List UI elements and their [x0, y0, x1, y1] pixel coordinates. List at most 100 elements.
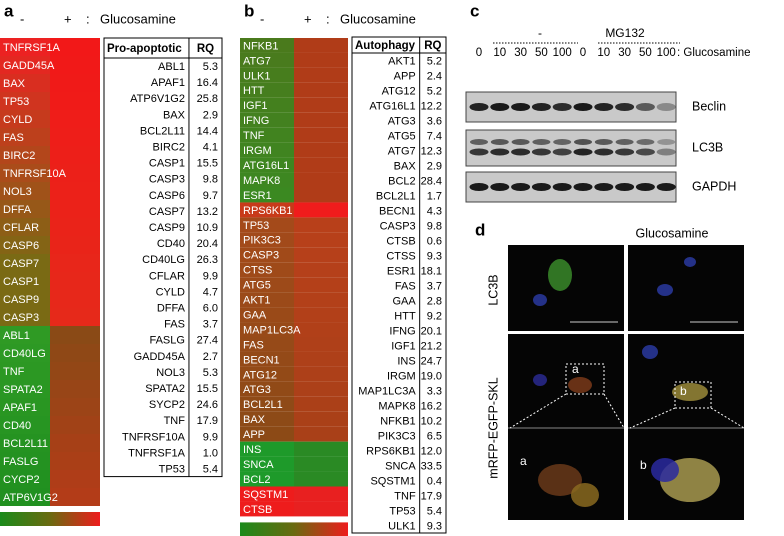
heat-gene-label: BECN1 [243, 354, 280, 366]
table-rq: 5.2 [427, 55, 442, 67]
blot-band [490, 103, 510, 111]
blot-band [635, 183, 655, 191]
table-gene: ABL1 [158, 61, 185, 73]
cell [538, 464, 582, 496]
table-gene: SPATA2 [145, 383, 185, 395]
cell [571, 483, 599, 507]
heat-cell-plus [50, 38, 100, 56]
heat-cell-minus [240, 322, 294, 337]
blot-band [511, 139, 530, 145]
heat-gene-label: CYCP2 [3, 474, 40, 486]
blot-band [490, 183, 510, 191]
table-rq: 20.1 [421, 325, 442, 337]
table-gene: ATP6V1G2 [130, 93, 185, 105]
table-rq: 0.4 [427, 475, 442, 487]
heat-cell-plus [50, 110, 100, 128]
table-rq: 20.4 [197, 238, 218, 250]
table-rq: 19.0 [421, 370, 442, 382]
table-rq: 3.7 [427, 280, 442, 292]
table-rq: 26.3 [197, 254, 218, 266]
table-rq: 0.6 [427, 235, 442, 247]
heat-gene-label: IFNG [243, 115, 269, 127]
inset-box [674, 381, 712, 409]
heat-cell-minus [0, 362, 50, 380]
heat-cell-minus [240, 277, 294, 293]
heat-gene-label: BCL2 [243, 474, 271, 486]
blot-band [531, 103, 551, 111]
table-gene: CASP7 [149, 206, 185, 218]
cell [684, 257, 696, 267]
heat-gene-label: SQSTM1 [243, 489, 288, 501]
table-gene: IGF1 [391, 340, 415, 352]
lane-label: 50 [639, 47, 652, 59]
blot-band [469, 103, 489, 111]
table-gene: CTSB [386, 235, 415, 247]
table-rq: 9.3 [427, 250, 442, 262]
table-rq: 1.7 [427, 190, 442, 202]
panel-label: c [470, 1, 479, 20]
heat-gene-label: CTSS [243, 265, 272, 277]
inset-label: a [572, 362, 579, 376]
blot-band [656, 148, 676, 156]
table-gene: BAX [394, 160, 417, 172]
heat-cell-minus [240, 247, 294, 263]
heat-cell-plus [50, 380, 100, 398]
table-rq: 5.3 [203, 367, 218, 379]
table-gene: ATG3 [388, 115, 416, 127]
blot-band [531, 183, 551, 191]
heat-cell-minus [240, 337, 294, 352]
table-gene: PIK3C3 [378, 430, 416, 442]
heat-cell-minus [240, 501, 294, 517]
heat-cell-plus [50, 128, 100, 146]
table-gene: BAX [163, 109, 186, 121]
heat-cell-minus [0, 146, 50, 164]
table-gene: TNF [394, 490, 416, 502]
heat-gene-label: CD40LG [3, 348, 46, 360]
heat-cell-plus [50, 254, 100, 272]
heat-cell-plus [294, 366, 348, 382]
blot-band [573, 148, 593, 156]
heat-gene-label: TNF [3, 366, 25, 378]
heat-gene-label: CTSB [243, 504, 272, 516]
heat-cell-plus [50, 272, 100, 290]
heat-cell-minus [240, 232, 294, 248]
table-gene: CASP6 [149, 190, 185, 202]
heat-gene-label: ABL1 [3, 330, 30, 342]
table-header: Pro-apoptotic [107, 43, 182, 55]
heat-gene-label: CASP6 [3, 240, 39, 252]
blot-band [615, 103, 635, 111]
heat-gene-label: FAS [243, 339, 264, 351]
table-gene: BCL2L11 [140, 125, 185, 137]
table-rq: 3.6 [427, 115, 442, 127]
heat-cell-plus [294, 322, 348, 337]
heat-cell-minus [240, 471, 294, 487]
table-gene: CASP1 [149, 158, 185, 170]
heat-cell-plus [294, 217, 348, 233]
blot-band [470, 139, 488, 145]
blot-band [469, 148, 489, 156]
table-rq: 12.3 [421, 145, 442, 157]
group-label: MG132 [605, 26, 645, 40]
heat-cell-plus [294, 172, 348, 188]
lane-label: 100 [553, 47, 572, 59]
table-gene: ATG12 [382, 85, 416, 97]
heat-cell-plus [294, 277, 348, 293]
panel-label: a [4, 1, 14, 20]
table-rq: 33.5 [421, 460, 442, 472]
table-rq: 13.2 [197, 206, 218, 218]
heat-cell-plus [294, 232, 348, 248]
table-rq: 28.4 [421, 175, 442, 187]
heat-cell-minus [0, 110, 50, 128]
blot-band [490, 148, 510, 156]
heat-gene-label: PIK3C3 [243, 235, 281, 247]
blot-band [636, 139, 655, 145]
header-treatment: Glucosamine [100, 11, 176, 26]
table-rq: 16.2 [421, 400, 442, 412]
table-gene: APP [394, 70, 416, 82]
heat-cell-plus [294, 471, 348, 487]
table-gene: BCL2L1 [376, 190, 416, 202]
table-rq: 15.5 [197, 383, 218, 395]
heat-cell-plus [50, 164, 100, 182]
cell [642, 345, 658, 359]
